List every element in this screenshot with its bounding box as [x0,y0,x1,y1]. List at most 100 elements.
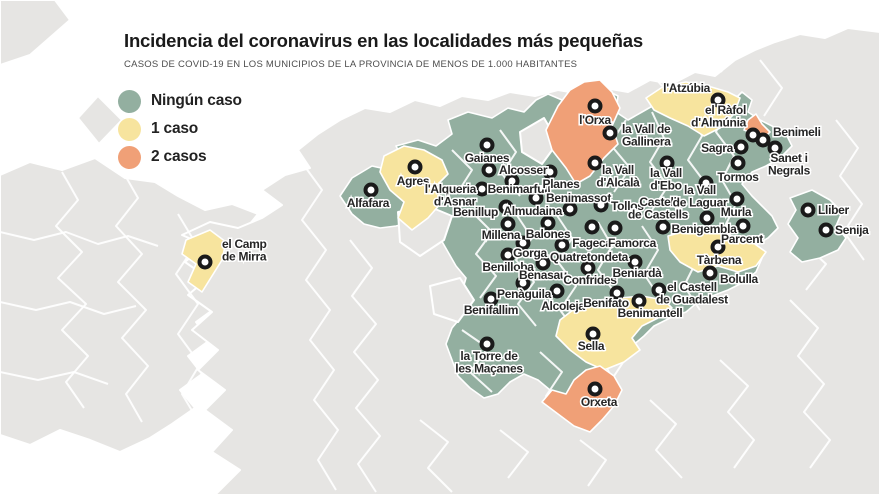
municipality-marker [587,98,603,114]
two-cases-swatch [118,145,141,169]
municipality-marker [515,275,531,291]
municipality-marker [474,181,490,197]
municipality-label: Quatretondeta [550,250,629,264]
municipality-label: Benifato [583,296,629,310]
municipality-marker [481,162,497,178]
municipality-marker [755,132,771,148]
municipality-marker [631,293,647,309]
markers-layer [197,92,834,397]
municipality-label: Murla [721,205,752,219]
municipality-marker [500,247,516,263]
legend-item-two-cases: 2 casos [118,145,242,169]
municipality-label: Confrides [563,273,617,287]
municipality-marker [542,164,558,180]
municipality-marker [515,235,531,251]
municipality-marker [733,139,749,155]
municipality-marker [800,202,816,218]
municipality-label: Planes [543,177,581,191]
municipality-marker [585,326,601,342]
municipality-label: Benillup [453,205,498,219]
municipality-marker [197,254,213,270]
cluster-borders [451,107,741,419]
municipality-marker [504,173,520,189]
municipality-marker [659,155,675,171]
municipality-label: Benimarfull [488,182,551,196]
municipality-label: Sanet i Negrals [768,151,811,178]
municipality-label: Alfafara [347,196,390,210]
municipality-marker [363,182,379,198]
municipality-label: Tormos [717,170,759,184]
municipality-label: Benifallim [464,303,518,317]
municipality-marker [593,197,609,213]
municipality-label: Benimeli [773,125,821,139]
municipality-marker [730,155,746,171]
legend: Ningún caso 1 caso 2 casos [118,89,242,169]
municipality-label: Gaianes [465,151,510,165]
municipality-marker [607,220,623,236]
page-subtitle: CASOS DE COVID-19 EN LOS MUNICIPIOS DE L… [124,59,578,71]
municipality-label: Orxeta [581,395,618,409]
municipality-label: Castell de Castells [628,195,689,222]
municipality-label: Millena [482,228,521,242]
no-cases-swatch [118,89,141,113]
municipality-marker [580,260,596,276]
municipality-marker [609,285,625,301]
municipality-label: el Ràfol d'Almúnia [691,103,746,130]
municipality-label: Sella [578,339,605,353]
region-agres [379,145,449,231]
municipality-marker [627,254,643,270]
municipality-label: Parcent [721,232,763,246]
municipality-label: Sagra [701,141,733,155]
municipality-label: Alcosser [499,163,548,177]
municipality-label: Senija [835,223,869,237]
municipality-marker [702,265,718,281]
municipality-label: Balones [526,227,571,241]
municipality-marker [587,381,603,397]
municipality-marker [535,255,551,271]
municipality-label: Fageca [572,236,612,250]
municipality-marker [735,218,751,234]
municipality-marker [528,190,544,206]
municipality-marker [540,215,556,231]
municipality-label: Bolulla [720,272,759,286]
legend-item-label: 2 casos [151,148,207,165]
legend-item-no-cases: Ningún caso [118,89,242,113]
municipality-marker [651,282,667,298]
legend-item-one-case: 1 caso [118,117,242,141]
municipality-marker [818,222,834,238]
municipality-marker [587,155,603,171]
municipality-label: Lliber [818,203,850,217]
municipality-label: Penàguila [497,287,552,301]
municipality-marker [483,291,499,307]
one-case-swatch [118,117,141,141]
municipality-label: Agres [397,174,430,188]
municipality-label: Almudaina [503,204,562,218]
municipality-label: Benilloba [482,260,534,274]
municipality-marker [710,239,726,255]
municipality-label: el Castell de Guadalest [656,280,728,307]
municipality-label: Benigembla [671,222,737,236]
municipality-label: la Vall d'Alcalà [596,163,640,190]
legend-item-label: Ningún caso [151,92,242,109]
municipality-label: Beniardà [613,266,663,280]
municipality-marker [584,219,600,235]
region-grey-inner-3 [429,277,475,323]
municipality-label: Famorca [608,236,657,250]
municipality-marker [549,283,565,299]
municipality-label: la Vall d'Ebo [650,166,682,193]
municipality-label: la Vall de Laguar [673,183,728,210]
municipality-marker [479,137,495,153]
municipality-marker [698,175,714,191]
municipality-marker [498,199,514,215]
municipality-label: Benasau [519,268,567,282]
region-orxeta [541,365,623,433]
municipality-marker [479,336,495,352]
municipality-marker [710,92,726,108]
region-green-cluster [339,89,793,425]
municipality-marker [729,191,745,207]
municipality-label: Gorga [513,246,547,260]
municipality-marker [699,210,715,226]
municipality-label: Tàrbena [697,253,742,267]
municipality-label: l'Atzúbia [663,81,710,95]
